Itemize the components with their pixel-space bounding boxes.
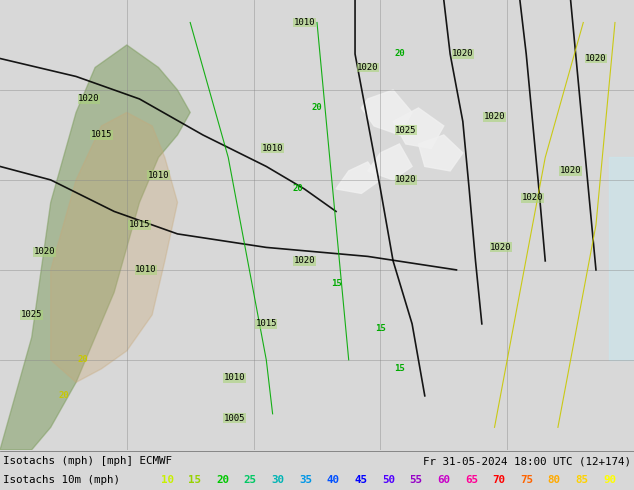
Text: 80: 80 bbox=[548, 475, 561, 485]
Text: 1010: 1010 bbox=[135, 266, 157, 274]
Text: 60: 60 bbox=[437, 475, 450, 485]
Text: 1020: 1020 bbox=[560, 167, 581, 175]
Text: 15: 15 bbox=[375, 324, 385, 333]
Text: 1025: 1025 bbox=[395, 126, 417, 135]
Text: 90: 90 bbox=[603, 475, 616, 485]
Text: 1020: 1020 bbox=[34, 247, 55, 256]
Text: 10: 10 bbox=[161, 475, 174, 485]
Polygon shape bbox=[418, 135, 463, 171]
Text: Fr 31-05-2024 18:00 UTC (12+174): Fr 31-05-2024 18:00 UTC (12+174) bbox=[423, 456, 631, 466]
Text: 20: 20 bbox=[216, 475, 229, 485]
Text: 1020: 1020 bbox=[294, 256, 315, 266]
Polygon shape bbox=[368, 144, 412, 180]
Text: 20: 20 bbox=[312, 103, 322, 113]
Text: 1020: 1020 bbox=[395, 175, 417, 184]
Polygon shape bbox=[361, 90, 412, 135]
Text: 1010: 1010 bbox=[148, 171, 169, 180]
Text: 65: 65 bbox=[465, 475, 478, 485]
Text: 20: 20 bbox=[394, 49, 404, 58]
Text: 50: 50 bbox=[382, 475, 395, 485]
Text: 15: 15 bbox=[394, 365, 404, 373]
Text: 1020: 1020 bbox=[357, 63, 378, 72]
Text: 1015: 1015 bbox=[129, 220, 150, 229]
Polygon shape bbox=[609, 157, 634, 360]
Text: 1020: 1020 bbox=[490, 243, 512, 252]
Text: 55: 55 bbox=[410, 475, 423, 485]
Text: 70: 70 bbox=[493, 475, 505, 485]
Text: Isotachs (mph) [mph] ECMWF: Isotachs (mph) [mph] ECMWF bbox=[3, 456, 172, 466]
Text: 1020: 1020 bbox=[484, 112, 505, 122]
Text: 20: 20 bbox=[58, 392, 68, 400]
Text: 25: 25 bbox=[243, 475, 257, 485]
Text: 1015: 1015 bbox=[256, 319, 277, 328]
Text: 1020: 1020 bbox=[78, 95, 100, 103]
Text: 85: 85 bbox=[576, 475, 588, 485]
Text: 15: 15 bbox=[331, 279, 341, 288]
Text: 1020: 1020 bbox=[522, 194, 543, 202]
Text: 75: 75 bbox=[520, 475, 533, 485]
Text: 20: 20 bbox=[293, 184, 303, 194]
Polygon shape bbox=[0, 45, 190, 450]
Text: 1015: 1015 bbox=[91, 130, 112, 140]
Text: 1025: 1025 bbox=[21, 310, 42, 319]
Text: 30: 30 bbox=[271, 475, 285, 485]
Polygon shape bbox=[336, 162, 380, 194]
Text: 1005: 1005 bbox=[224, 414, 245, 423]
Polygon shape bbox=[51, 113, 178, 382]
Text: 1020: 1020 bbox=[452, 49, 474, 58]
Polygon shape bbox=[393, 108, 444, 148]
Text: 35: 35 bbox=[299, 475, 312, 485]
Text: 40: 40 bbox=[327, 475, 340, 485]
Text: Isotachs 10m (mph): Isotachs 10m (mph) bbox=[3, 475, 120, 485]
Text: 1010: 1010 bbox=[262, 144, 283, 153]
Text: 15: 15 bbox=[188, 475, 202, 485]
Text: 20: 20 bbox=[77, 355, 87, 365]
Text: 1010: 1010 bbox=[294, 18, 315, 27]
Text: 45: 45 bbox=[354, 475, 367, 485]
Text: 1010: 1010 bbox=[224, 373, 245, 382]
Text: 1020: 1020 bbox=[585, 54, 607, 63]
